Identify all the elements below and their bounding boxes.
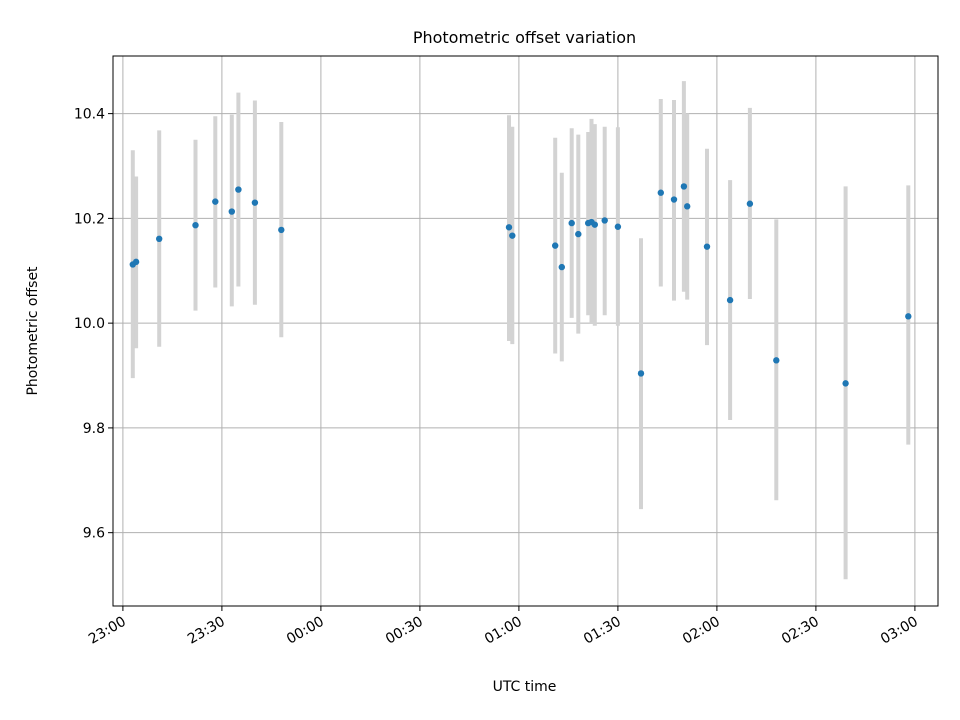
x-axis-ticks: 23:00 23:30 00:00 00:30 01:00 01:30 02:00 02:30… — [86, 606, 921, 648]
x-tick-label: 02:30 — [779, 614, 822, 648]
data-point — [228, 208, 235, 215]
data-point — [558, 263, 565, 271]
data-point — [657, 189, 664, 196]
data-point — [192, 221, 199, 229]
data-point — [552, 242, 559, 249]
data-point — [726, 296, 734, 304]
x-tick-label: 03:00 — [878, 614, 921, 648]
x-tick-label: 23:30 — [185, 614, 228, 648]
y-tick-label: 10.2 — [74, 211, 105, 227]
y-tick-label: 9.8 — [83, 421, 105, 437]
data-point — [235, 186, 242, 193]
data-point — [670, 196, 678, 203]
x-tick-label: 01:30 — [581, 614, 624, 648]
x-tick-label: 01:00 — [482, 614, 525, 648]
data-point — [905, 313, 912, 320]
x-axis-label: UTC time — [493, 679, 557, 695]
error-bars — [130, 81, 911, 580]
data-point — [842, 380, 849, 387]
data-point — [251, 199, 259, 206]
y-tick-label: 9.6 — [83, 526, 105, 542]
data-point — [212, 198, 219, 205]
data-point — [773, 357, 780, 364]
data-point — [601, 217, 608, 224]
x-tick-label: 23:00 — [86, 614, 129, 648]
x-tick-label: 00:00 — [284, 614, 327, 648]
data-point — [680, 183, 688, 190]
data-point — [614, 223, 622, 230]
x-tick-label: 02:00 — [680, 614, 723, 648]
plot-frame — [112, 55, 939, 607]
y-tick-label: 10.4 — [74, 107, 105, 123]
x-tick-label: 00:30 — [383, 614, 426, 648]
y-tick-label: 10.0 — [74, 316, 105, 332]
data-point — [684, 203, 691, 210]
chart-title: Photometric offset variation — [413, 28, 636, 47]
data-point — [591, 221, 598, 228]
data-point — [505, 224, 513, 231]
data-point — [637, 370, 645, 377]
data-point — [156, 235, 163, 243]
data-point — [509, 232, 516, 239]
data-point — [703, 243, 711, 250]
y-axis-ticks: 9.6 9.8 10.0 10.2 10.4 — [74, 107, 113, 542]
y-axis-label: Photometric offset — [25, 266, 41, 396]
data-point — [132, 258, 140, 266]
data-point — [278, 226, 285, 234]
data-point — [575, 230, 582, 238]
data-point — [568, 219, 575, 227]
data-points — [129, 183, 912, 387]
data-point — [746, 200, 754, 207]
